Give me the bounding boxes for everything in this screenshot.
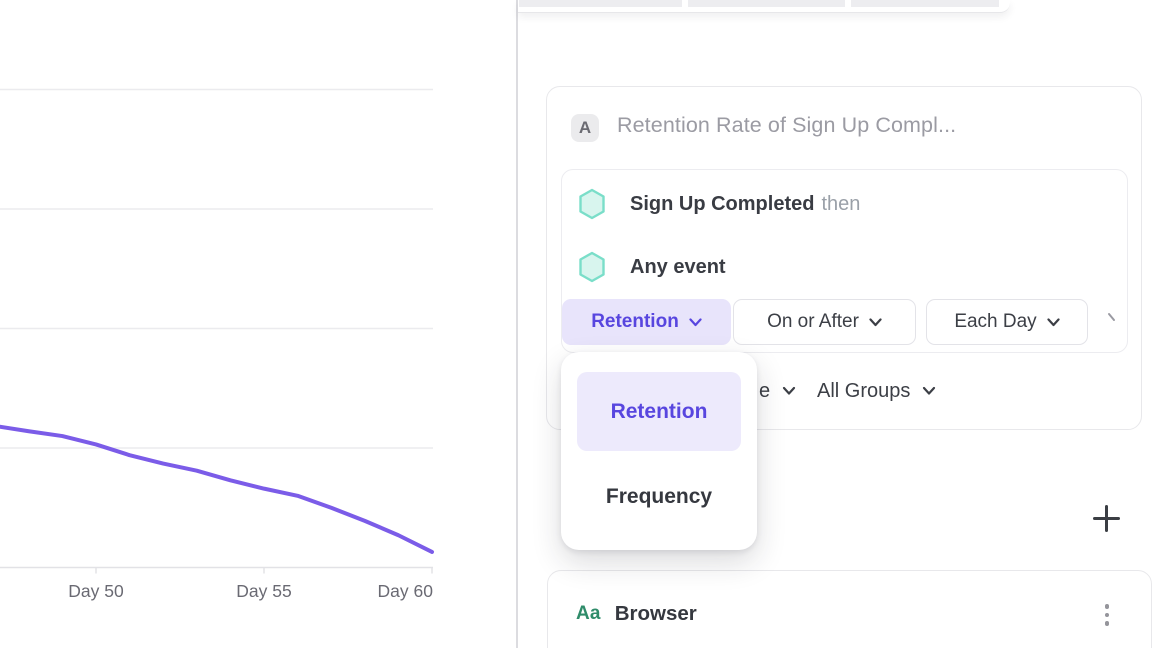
clipped-popover-item[interactable] xyxy=(519,0,682,7)
query-card-header: A Retention Rate of Sign Up Compl... xyxy=(547,87,1141,143)
add-button[interactable] xyxy=(1092,504,1121,533)
interval-dropdown[interactable]: Each Day xyxy=(926,299,1088,345)
criteria-dropdown[interactable]: On or After xyxy=(733,299,916,345)
controls-row: Retention On or After Each Day xyxy=(562,299,1127,345)
chevron-down-icon xyxy=(689,317,702,326)
chevron-down-icon xyxy=(783,386,796,395)
string-property-icon: Aa xyxy=(576,603,601,624)
clipped-popover-strip xyxy=(518,0,1010,13)
measurement-dropdown[interactable]: Retention xyxy=(562,299,731,345)
breakdown-row[interactable]: Aa Browser xyxy=(548,593,1151,635)
series-badge: A xyxy=(571,114,599,142)
clipped-rate-dropdown-label: e xyxy=(759,379,771,402)
clipped-popover-item[interactable] xyxy=(688,0,845,7)
chevron-down-icon xyxy=(923,386,936,395)
query-title[interactable]: Retention Rate of Sign Up Compl... xyxy=(617,113,957,137)
menu-item-retention[interactable]: Retention xyxy=(577,372,741,451)
clipped-rate-dropdown[interactable]: e xyxy=(759,376,796,406)
event-name: Sign Up Completed xyxy=(630,192,815,215)
event-row-first[interactable]: Sign Up Completed then xyxy=(562,184,1127,224)
criteria-dropdown-label: On or After xyxy=(767,311,859,332)
chevron-down-icon xyxy=(869,317,882,326)
all-groups-dropdown[interactable]: All Groups xyxy=(817,376,936,406)
interval-dropdown-label: Each Day xyxy=(954,311,1037,332)
breakdown-card: Aa Browser xyxy=(547,570,1152,648)
clipped-control-fragment xyxy=(1108,313,1115,321)
retention-chart-panel: Day 50 Day 55 Day 60 xyxy=(0,0,516,648)
all-groups-dropdown-label: All Groups xyxy=(817,379,911,402)
svg-text:Day 50: Day 50 xyxy=(68,581,124,601)
svg-text:Day 55: Day 55 xyxy=(236,581,291,601)
chevron-down-icon xyxy=(1047,317,1060,326)
event-hexagon-icon xyxy=(579,188,605,220)
groups-row: e All Groups xyxy=(547,376,1141,406)
retention-line-chart: Day 50 Day 55 Day 60 xyxy=(0,88,434,601)
event-suffix: then xyxy=(821,192,861,215)
panel-divider xyxy=(516,0,518,648)
kebab-menu-icon[interactable] xyxy=(1097,599,1117,631)
menu-item-frequency[interactable]: Frequency xyxy=(605,485,713,508)
breakdown-label: Browser xyxy=(614,602,697,625)
plus-icon xyxy=(1093,505,1120,532)
event-box: Sign Up Completed then Any event Retenti… xyxy=(561,169,1128,353)
clipped-popover-item[interactable] xyxy=(851,0,999,7)
event-row-return[interactable]: Any event xyxy=(562,247,1127,287)
event-hexagon-icon xyxy=(579,251,605,283)
event-name: Any event xyxy=(630,255,726,278)
measurement-dropdown-label: Retention xyxy=(591,311,679,332)
svg-text:Day 60: Day 60 xyxy=(378,581,434,601)
measurement-menu: Retention Frequency xyxy=(561,352,757,550)
